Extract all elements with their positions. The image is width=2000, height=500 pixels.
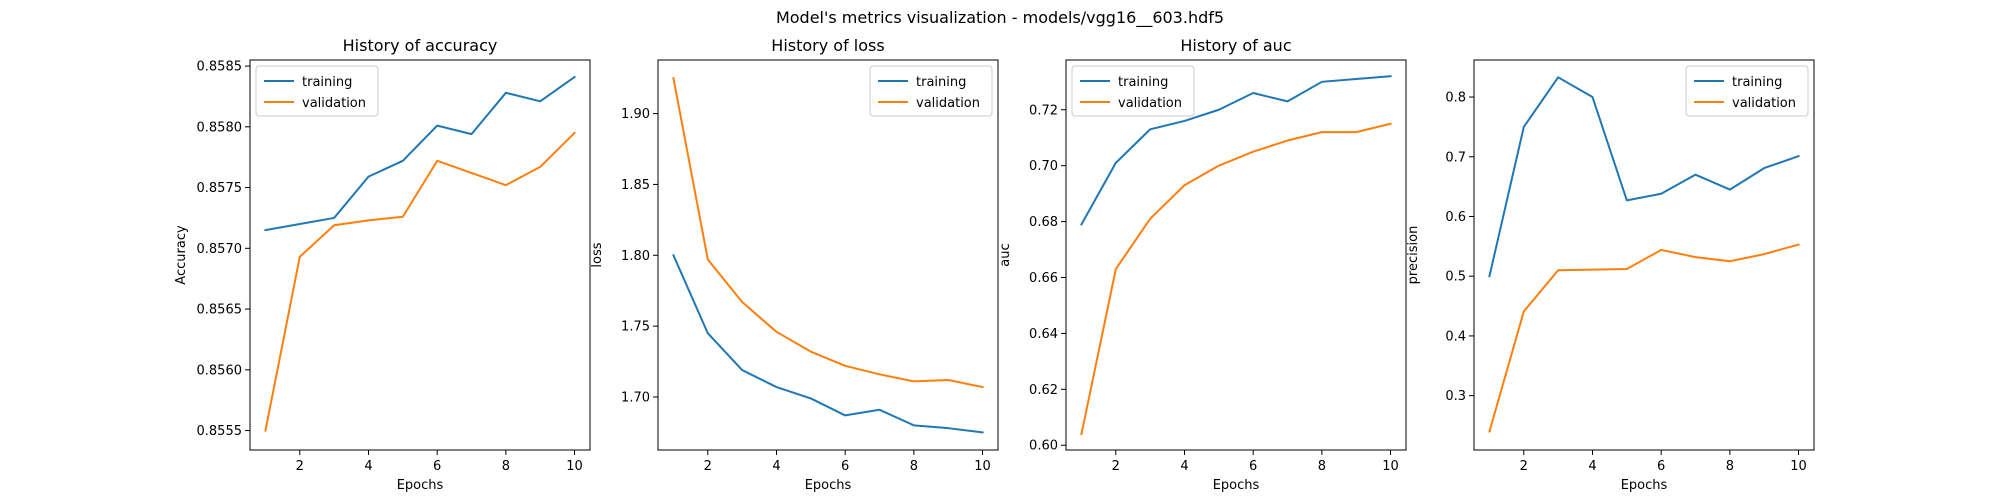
- y-tick-label: 0.60: [1029, 439, 1058, 454]
- x-tick-label: 10: [566, 459, 583, 474]
- y-tick-label: 0.5: [1445, 270, 1466, 285]
- legend-label-training: training: [916, 75, 966, 90]
- y-tick-label: 0.68: [1029, 215, 1058, 230]
- x-tick-label: 8: [1726, 459, 1734, 474]
- x-tick-label: 2: [1520, 459, 1528, 474]
- y-tick-label: 0.8580: [197, 120, 243, 135]
- x-tick-label: 8: [910, 459, 918, 474]
- x-tick-label: 6: [841, 459, 849, 474]
- y-tick-label: 0.3: [1445, 389, 1466, 404]
- series-line-training: [264, 75, 576, 232]
- series-line-training: [672, 253, 984, 434]
- y-tick-label: 1.85: [621, 178, 650, 193]
- y-tick-label: 0.8: [1445, 91, 1466, 106]
- y-tick-label: 0.70: [1029, 159, 1058, 174]
- x-axis-label: Epochs: [397, 478, 444, 493]
- chart-panel-2: 2 4 6 8 10 1.70 1.75 1.80 1.85 1.90 History of los…: [590, 36, 999, 493]
- y-tick-label: 0.72: [1029, 103, 1058, 118]
- x-tick-label: 6: [433, 459, 441, 474]
- y-tick-label: 0.8570: [197, 242, 243, 257]
- legend-box: [255, 65, 379, 117]
- x-tick-label: 4: [364, 459, 372, 474]
- legend: training validation: [869, 65, 993, 117]
- x-tick-label: 6: [1657, 459, 1665, 474]
- y-tick-label: 0.4: [1445, 329, 1466, 344]
- legend: training validation: [1685, 65, 1809, 117]
- series-line-training: [1080, 75, 1392, 226]
- y-tick-label: 0.8585: [197, 60, 243, 75]
- y-tick-label: 0.6: [1445, 210, 1466, 225]
- x-tick-label: 6: [1249, 459, 1257, 474]
- y-axis-label: Accuracy: [174, 225, 189, 285]
- legend-label-validation: validation: [1118, 96, 1182, 111]
- x-tick-label: 2: [704, 459, 712, 474]
- y-tick-label: 0.8575: [197, 181, 243, 196]
- legend-label-training: training: [302, 75, 352, 90]
- series-line-validation: [1488, 243, 1800, 433]
- legend-label-training: training: [1118, 75, 1168, 90]
- y-tick-label: 1.75: [621, 320, 650, 335]
- y-tick-label: 0.8560: [197, 363, 243, 378]
- plot-frame: [1065, 59, 1407, 451]
- legend-label-validation: validation: [302, 96, 366, 111]
- x-tick-label: 10: [974, 459, 991, 474]
- x-tick-label: 4: [772, 459, 780, 474]
- figure-title: Model's metrics visualization - models/v…: [775, 8, 1225, 27]
- chart-panel-3: 2 4 6 8 10 0.60 0.62 0.64 0.66 0.68 0.70 0.72 Histor…: [998, 36, 1407, 493]
- y-tick-label: 0.66: [1029, 271, 1058, 286]
- x-tick-label: 8: [1318, 459, 1326, 474]
- chart-title: History of loss: [771, 36, 884, 55]
- y-axis-label: auc: [998, 243, 1013, 266]
- series-line-validation: [1080, 122, 1392, 436]
- legend-label-validation: validation: [1732, 96, 1796, 111]
- x-tick-label: 8: [502, 459, 510, 474]
- x-tick-label: 10: [1382, 459, 1399, 474]
- legend-box: [1685, 65, 1809, 117]
- legend-box: [1071, 65, 1195, 117]
- plot-frame: [657, 59, 999, 451]
- legend: training validation: [255, 65, 379, 117]
- legend-label-training: training: [1732, 75, 1782, 90]
- series-line-training: [1488, 76, 1800, 278]
- x-tick-label: 2: [296, 459, 304, 474]
- chart-title: History of accuracy: [343, 36, 498, 55]
- x-tick-label: 2: [1112, 459, 1120, 474]
- y-axis-label: precision: [1406, 226, 1421, 285]
- y-axis-label: loss: [590, 242, 605, 267]
- x-axis-label: Epochs: [805, 478, 852, 493]
- series-line-validation: [672, 76, 984, 389]
- legend-label-validation: validation: [916, 96, 980, 111]
- chart-panel-1: 2 4 6 8 10 0.8555 0.8560 0.8565 0.8570 0.8575 0.85…: [174, 36, 591, 493]
- x-axis-label: Epochs: [1213, 478, 1260, 493]
- chart-panel-4: 2 4 6 8 10 0.3 0.4 0.5 0.6 0.7 0.8 Epochs precision t…: [1406, 59, 1815, 493]
- x-axis-label: Epochs: [1621, 478, 1668, 493]
- y-tick-label: 0.64: [1029, 327, 1058, 342]
- y-tick-label: 1.70: [621, 390, 650, 405]
- x-tick-label: 10: [1790, 459, 1807, 474]
- y-tick-label: 1.80: [621, 249, 650, 264]
- x-tick-label: 4: [1180, 459, 1188, 474]
- plot-frame: [1473, 59, 1815, 451]
- series-line-validation: [264, 131, 576, 432]
- legend-box: [869, 65, 993, 117]
- y-tick-label: 0.8565: [197, 303, 243, 318]
- legend: training validation: [1071, 65, 1195, 117]
- chart-title: History of auc: [1180, 36, 1291, 55]
- plot-frame: [249, 59, 591, 451]
- y-tick-label: 0.7: [1445, 150, 1466, 165]
- y-tick-label: 0.8555: [197, 424, 243, 439]
- y-tick-label: 1.90: [621, 107, 650, 122]
- y-tick-label: 0.62: [1029, 383, 1058, 398]
- x-tick-label: 4: [1588, 459, 1596, 474]
